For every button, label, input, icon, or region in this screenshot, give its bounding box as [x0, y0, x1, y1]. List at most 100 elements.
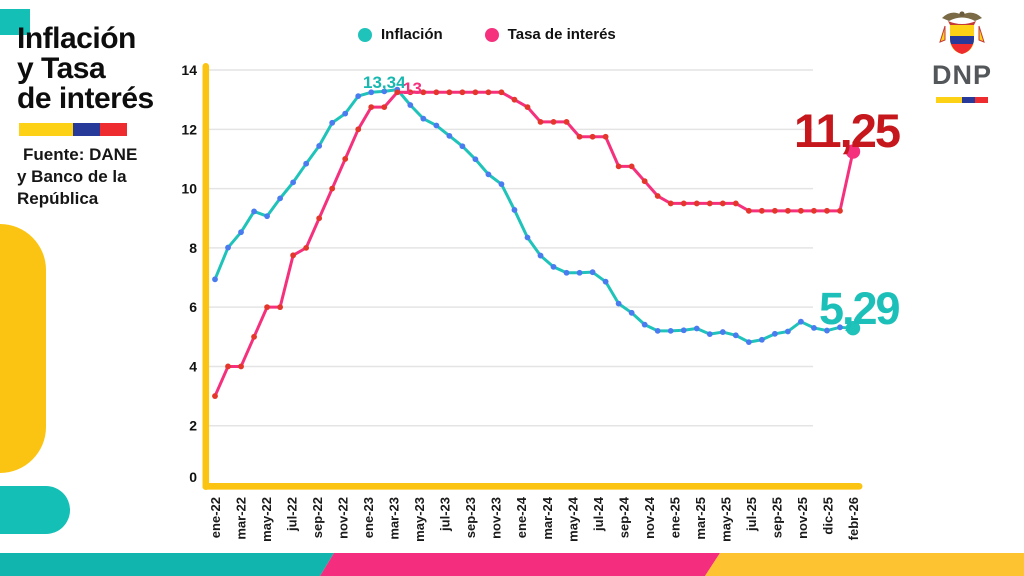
x-tick-label: sep-22 [310, 497, 325, 538]
data-point [355, 126, 362, 133]
flag-blue-segment [73, 123, 100, 136]
data-point [615, 300, 622, 307]
data-point [798, 207, 804, 214]
data-point [485, 89, 492, 96]
legend-item-inflacion: Inflación [358, 26, 443, 43]
data-point [537, 119, 544, 125]
data-point [420, 115, 427, 122]
x-tick-label: may-22 [259, 497, 274, 542]
dnp-flag-bar [936, 97, 988, 103]
flag-blue-segment [962, 97, 975, 103]
flag-red-segment [100, 123, 127, 136]
data-point [290, 252, 297, 259]
data-point [329, 119, 336, 126]
x-tick-label: nov-22 [336, 497, 351, 539]
data-point [837, 207, 843, 214]
x-tick-label: jul-23 [438, 497, 453, 532]
y-axis-line [202, 63, 210, 490]
x-tick-label: nov-25 [795, 497, 810, 539]
teal-corner-decoration [0, 9, 30, 35]
data-point [212, 276, 218, 283]
x-tick-label: ene-24 [514, 496, 529, 538]
data-point [589, 133, 596, 140]
data-point [706, 331, 713, 338]
data-point [667, 200, 674, 207]
data-point [811, 207, 817, 214]
data-point [485, 171, 492, 178]
x-tick-label: may-25 [718, 497, 733, 542]
data-point [641, 178, 648, 185]
flag-yellow-segment [19, 123, 73, 136]
left-panel: Inflación y Tasa de interés Fuente: DANE… [17, 24, 197, 210]
legend-item-tasa: Tasa de interés [484, 26, 616, 43]
inflacion-end-dot [845, 321, 861, 336]
data-point [225, 244, 231, 251]
legend-label-inflacion: Inflación [381, 26, 443, 43]
plot-area: 0 2 4 6 8 10 12 14 ene-22 mar-22 may-22 jul-22 sep-2… [181, 62, 863, 542]
x-tick-label: jul-25 [744, 497, 759, 532]
bottom-stripe-pink [320, 553, 720, 576]
data-point [264, 213, 270, 220]
data-point [238, 363, 244, 370]
data-point [446, 89, 453, 96]
data-point [628, 163, 635, 170]
data-point [238, 229, 244, 236]
colombia-coat-of-arms-icon [939, 11, 985, 54]
data-point [368, 89, 375, 96]
data-point [407, 89, 414, 96]
data-point [550, 263, 557, 270]
data-point [693, 200, 700, 207]
data-point [251, 208, 257, 215]
title-line-3: de interés [17, 82, 154, 115]
tasa-legend-dot-icon [484, 27, 499, 42]
tasa-peak-label: 13 [403, 79, 422, 98]
x-tick-label: dic-25 [820, 497, 835, 535]
data-point [784, 328, 791, 335]
data-point [498, 181, 505, 188]
inflacion-peak-label: 13,34 [363, 73, 406, 92]
data-point [771, 207, 778, 214]
data-point [498, 89, 505, 96]
data-point [563, 269, 570, 276]
data-point [355, 93, 362, 100]
data-point [706, 200, 713, 207]
data-point [472, 156, 479, 163]
data-point [824, 327, 830, 334]
y-tick-label: 0 [189, 469, 197, 485]
flag-yellow-segment [936, 97, 962, 103]
data-point [264, 304, 270, 311]
page-title: Inflación y Tasa de interés [17, 24, 197, 114]
source-line-1: Fuente: DANE [23, 145, 138, 164]
flag-red-segment [975, 97, 988, 103]
data-point [811, 325, 817, 331]
data-point [277, 304, 284, 311]
x-tick-label: jul-24 [591, 496, 606, 532]
x-tick-label: mar-23 [387, 497, 402, 540]
data-point [771, 330, 778, 337]
x-tick-label: ene-22 [208, 497, 223, 538]
data-point [693, 325, 700, 332]
data-point [511, 96, 518, 103]
y-tick-label: 8 [189, 240, 197, 256]
x-tick-label: nov-23 [489, 497, 504, 539]
y-tick-label: 2 [189, 418, 197, 434]
dnp-logo-text: DNP [931, 60, 992, 90]
inflacion-latest-value: 5,29 [819, 283, 901, 334]
data-point [290, 179, 297, 186]
data-point [303, 160, 310, 167]
x-tick-label: ene-23 [361, 497, 376, 538]
bottom-stripe-decoration [0, 553, 1024, 576]
data-point [615, 163, 622, 170]
data-point [446, 132, 453, 139]
data-point [251, 333, 257, 340]
x-tick-label: mar-24 [540, 496, 555, 539]
data-point [680, 327, 687, 334]
data-point [433, 122, 440, 129]
data-point [420, 89, 427, 96]
data-point [342, 110, 349, 117]
x-tick-label: mar-22 [234, 497, 249, 540]
data-point [225, 363, 231, 370]
bottom-stripe-teal [0, 553, 334, 576]
data-point [459, 143, 466, 150]
